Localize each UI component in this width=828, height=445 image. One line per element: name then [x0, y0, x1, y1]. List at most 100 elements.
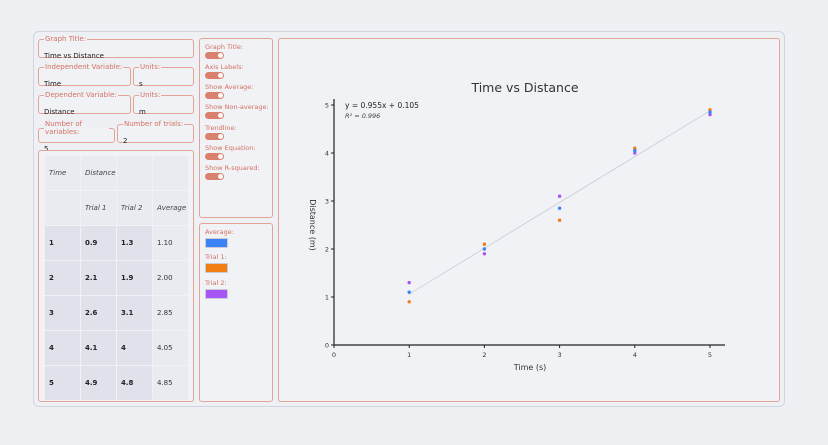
data-point-trial-2 [407, 280, 411, 285]
colors-panel: Average: Trial 1: Trial 2: [199, 223, 273, 402]
num-trials-input[interactable] [123, 136, 188, 147]
dependent-variable-field: Dependent Variable: [38, 91, 131, 118]
cell-average: 2.85 [153, 296, 188, 330]
option-label: Show Average: [205, 83, 254, 91]
data-point-average [482, 247, 487, 251]
y-tick-label: 1 [325, 294, 329, 302]
trendline [408, 110, 711, 295]
cell-trial-1[interactable]: 4.9 [81, 366, 116, 400]
table-row: 1 0.9 1.3 1.10 [45, 226, 188, 260]
graph-title-field: Graph Title: [38, 35, 194, 62]
independent-units-field: Units: [133, 63, 194, 90]
cell-average: 4.85 [153, 366, 188, 400]
x-tick-label: 4 [633, 351, 637, 359]
show-equation-toggle[interactable] [205, 153, 224, 160]
average-color-label: Average: [205, 228, 234, 236]
cell-x[interactable]: 2 [45, 261, 80, 295]
graph-title-input[interactable] [44, 51, 188, 62]
cell-trial-2[interactable]: 3.1 [117, 296, 152, 330]
cell-average: 1.10 [153, 226, 188, 260]
dependent-variable-legend: Dependent Variable: [45, 91, 117, 99]
option-label: Axis Labels: [205, 63, 244, 71]
subheader-average: Average [153, 191, 188, 225]
independent-variable-legend: Independent Variable: [45, 63, 123, 71]
show-r-squared-toggle[interactable] [205, 173, 224, 180]
y-tick-label: 4 [325, 150, 329, 158]
cell-trial-2[interactable]: 1.3 [117, 226, 152, 260]
option-show-equation: Show Equation: [205, 144, 256, 160]
option-graph-title: Graph Title: [205, 43, 243, 59]
option-label: Graph Title: [205, 43, 244, 51]
average-color-picker[interactable] [205, 238, 228, 248]
option-show-r-squared: Show R-squared: [205, 164, 260, 180]
option-show-average: Show Average: [205, 83, 254, 99]
data-point-trial-2 [708, 112, 712, 117]
data-point-trial-2 [557, 194, 562, 198]
cell-trial-2[interactable]: 4 [117, 331, 152, 365]
table-row: 4 4.1 4 4.05 [45, 331, 188, 365]
cell-trial-2[interactable]: 4.8 [117, 366, 152, 400]
data-point-average [557, 206, 562, 210]
trendline-equation: y = 0.955x + 0.105 [345, 101, 419, 110]
data-table-panel: Time Distance Trial 1 Trial 2 Average 1 … [38, 150, 194, 402]
cell-trial-2[interactable]: 1.9 [117, 261, 152, 295]
average-color-setting: Average: [205, 228, 234, 248]
trial-1-color-picker[interactable] [205, 263, 228, 273]
cell-trial-1[interactable]: 0.9 [81, 226, 116, 260]
trial-2-color-picker[interactable] [205, 289, 228, 299]
table-subheader-row: Trial 1 Trial 2 Average [45, 191, 188, 225]
x-tick-label: 5 [708, 351, 712, 359]
header-empty-2 [153, 156, 188, 190]
show-non-average-toggle[interactable] [205, 112, 224, 119]
cell-x[interactable]: 5 [45, 366, 80, 400]
data-table: Time Distance Trial 1 Trial 2 Average 1 … [44, 155, 189, 401]
header-time: Time [45, 156, 80, 190]
cell-trial-1[interactable]: 2.6 [81, 296, 116, 330]
x-tick-label: 1 [407, 351, 411, 359]
x-tick-label: 0 [332, 351, 336, 359]
data-point-average [708, 110, 712, 114]
dependent-variable-input[interactable] [44, 107, 125, 118]
subheader-empty [45, 191, 80, 225]
x-tick-label: 3 [558, 351, 562, 359]
header-distance: Distance [81, 156, 116, 190]
data-point-trial-1 [633, 146, 637, 150]
graph-title-legend: Graph Title: [45, 35, 87, 43]
trendline-toggle[interactable] [205, 133, 224, 140]
options-panel: Graph Title: Axis Labels: Show Average: … [199, 38, 273, 218]
independent-units-input[interactable] [139, 79, 188, 90]
dependent-units-input[interactable] [139, 107, 188, 118]
chart-panel: Time vs Distance 0 1 2 3 4 5 0 1 2 3 4 5 Time (s) Dist… [278, 38, 780, 402]
data-point-average [633, 148, 637, 153]
num-variables-field: Number of variables: [38, 120, 115, 155]
independent-variable-field: Independent Variable: [38, 63, 131, 90]
cell-x[interactable]: 1 [45, 226, 80, 260]
axis-labels-toggle[interactable] [205, 72, 224, 79]
subheader-trial-1: Trial 1 [81, 191, 116, 225]
option-axis-labels: Axis Labels: [205, 63, 244, 79]
data-point-trial-1 [708, 108, 712, 112]
cell-x[interactable]: 4 [45, 331, 80, 365]
y-tick-label: 0 [325, 342, 329, 350]
x-tick-label: 2 [482, 351, 486, 359]
cell-x[interactable]: 3 [45, 296, 80, 330]
y-tick-label: 5 [325, 102, 329, 110]
cell-trial-1[interactable]: 2.1 [81, 261, 116, 295]
table-row: 3 2.6 3.1 2.85 [45, 296, 188, 330]
num-variables-legend: Number of variables: [45, 120, 83, 136]
data-point-trial-2 [633, 151, 637, 155]
num-trials-field: Number of trials: [117, 120, 194, 147]
subheader-trial-2: Trial 2 [117, 191, 152, 225]
independent-variable-input[interactable] [44, 79, 125, 90]
num-variables-input[interactable] [44, 144, 109, 155]
table-header-row: Time Distance [45, 156, 188, 190]
data-point-trial-2 [482, 252, 487, 256]
option-label: Show R-squared: [205, 164, 260, 172]
show-average-toggle[interactable] [205, 92, 224, 99]
r-squared-label: R² = 0.996 [345, 112, 380, 120]
trial-1-color-setting: Trial 1: [205, 253, 228, 273]
graph-title-toggle[interactable] [205, 52, 224, 59]
option-label: Show Equation: [205, 144, 256, 152]
cell-trial-1[interactable]: 4.1 [81, 331, 116, 365]
cell-average: 4.05 [153, 331, 188, 365]
